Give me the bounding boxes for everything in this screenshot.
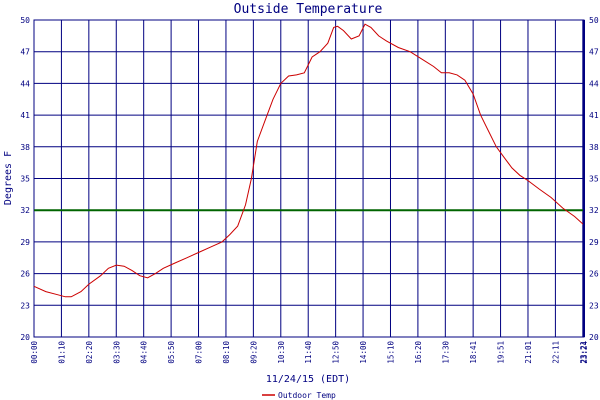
y-tick-label-right: 38 (589, 143, 599, 152)
y-tick-label-right: 29 (589, 238, 599, 247)
y-tick-label: 47 (20, 48, 30, 57)
y-tick-label-right: 50 (589, 16, 599, 25)
y-tick-label: 41 (20, 111, 30, 120)
y-tick-label: 35 (20, 175, 30, 184)
y-tick-label: 29 (20, 238, 30, 247)
x-tick-label: 21:01 (524, 341, 533, 364)
y-tick-label-right: 44 (589, 79, 599, 88)
y-tick-label: 44 (20, 79, 30, 88)
y-tick-label: 26 (20, 270, 30, 279)
y-tick-label-right: 32 (589, 206, 599, 215)
grid-layer (33, 19, 585, 338)
x-tick-label: 22:11 (551, 341, 560, 364)
y-tick-label-right: 47 (589, 48, 599, 57)
series-layer (33, 23, 585, 298)
x-tick-label: 18:41 (469, 341, 478, 364)
x-tick-label: 15:10 (386, 341, 395, 364)
y-tick-label-right: 35 (589, 175, 599, 184)
x-tick-label: 04:40 (140, 341, 149, 364)
x-tick-label: 00:00 (30, 341, 39, 364)
x-tick-label: 14:00 (359, 341, 368, 364)
x-tick-label: 12:50 (332, 341, 341, 364)
x-tick-label: 08:10 (222, 341, 231, 364)
legend-label: Outdoor Temp (278, 391, 336, 400)
x-tick-label: 02:20 (85, 341, 94, 364)
x-axis-label: 11/24/15 (EDT) (266, 374, 350, 385)
y-tick-label-right: 26 (589, 270, 599, 279)
y-tick-label-right: 20 (589, 333, 599, 342)
y-tick-label-right: 41 (589, 111, 599, 120)
y-axis-label: Degrees F (3, 151, 14, 205)
x-tick-label: 05:50 (167, 341, 176, 364)
x-tick-label: 16:20 (414, 341, 423, 364)
x-tick-label: 07:00 (195, 341, 204, 364)
axis-layer: 20 20 23 23 26 26 29 29 32 32 35 35 38 38 41 41 44 44 47 47… (20, 16, 598, 364)
x-tick-label: 19:51 (497, 341, 506, 364)
y-tick-label: 20 (20, 333, 30, 342)
y-tick-label-right: 23 (589, 301, 599, 310)
chart-title: Outside Temperature (234, 2, 383, 17)
legend: Outdoor Temp (262, 391, 336, 400)
x-tick-label: 23:21 (579, 341, 588, 364)
x-tick-label: 17:30 (441, 341, 450, 364)
x-tick-label: 09:20 (249, 341, 258, 364)
x-tick-label: 11:40 (304, 341, 313, 364)
y-tick-label: 32 (20, 206, 30, 215)
y-tick-label: 38 (20, 143, 30, 152)
x-tick-label: 01:10 (57, 341, 66, 364)
series-line-outdoor-temp (33, 23, 585, 298)
x-tick-label: 23:24 (580, 341, 589, 364)
y-tick-label: 50 (20, 16, 30, 25)
x-tick-label: 03:30 (112, 341, 121, 364)
y-tick-label: 23 (20, 301, 30, 310)
x-tick-label: 10:30 (277, 341, 286, 364)
